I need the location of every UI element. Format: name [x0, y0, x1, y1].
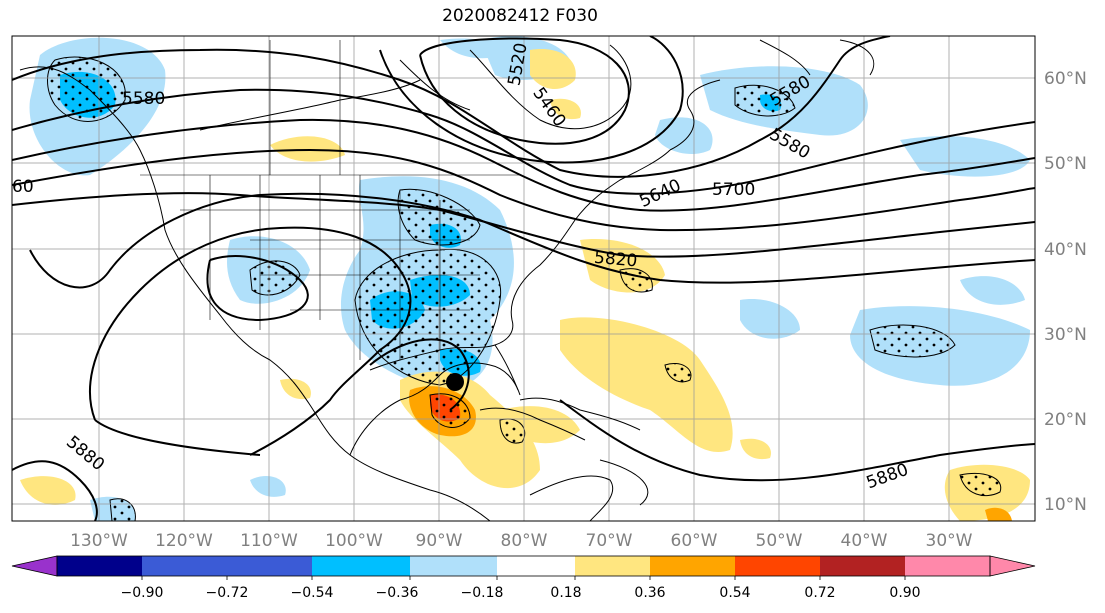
colorbar-tick-label: −0.72 — [206, 585, 249, 601]
colorbar-tick-label: 0.36 — [634, 585, 665, 601]
lat-label: 60°N — [1044, 69, 1087, 89]
height-contours — [12, 36, 1035, 521]
colorbar-segment — [312, 556, 410, 576]
colorbar-segment — [989, 555, 1036, 577]
latitude-axis: 60°N 50°N 40°N 30°N 20°N 10°N — [1044, 69, 1087, 515]
lat-label: 10°N — [1044, 495, 1087, 515]
map-border — [11, 35, 1036, 522]
colorbar-segment — [57, 556, 142, 576]
colorbar-segment — [11, 555, 58, 577]
storm-center-marker — [446, 373, 464, 391]
lon-label: 50°W — [756, 531, 803, 551]
colorbar-segment — [735, 556, 820, 576]
lat-label: 40°N — [1044, 240, 1087, 260]
contour-label: 5820 — [593, 248, 638, 272]
lon-label: 90°W — [416, 531, 463, 551]
lon-label: 130°W — [70, 531, 128, 551]
lat-label: 30°N — [1044, 325, 1087, 345]
colorbar-tick-label: −0.18 — [461, 585, 504, 601]
colorbar-tick-label: −0.54 — [291, 585, 334, 601]
lon-label: 70°W — [586, 531, 633, 551]
contour-label: 60 — [12, 177, 34, 197]
graticule — [12, 36, 1035, 521]
significance-stippling — [47, 56, 1002, 521]
colorbar-tick-label: 0.72 — [804, 585, 835, 601]
colorbar-segment — [575, 556, 650, 576]
colorbar-segment — [410, 556, 497, 576]
colorbar: −0.90 −0.72 −0.54 −0.36 −0.18 0.18 0.36 … — [11, 555, 1036, 601]
colorbar-segment — [905, 556, 990, 576]
lon-label: 120°W — [155, 531, 213, 551]
colorbar-segment — [227, 556, 312, 576]
colorbar-segment — [650, 556, 735, 576]
colorbar-segment — [142, 556, 227, 576]
colorbar-tick-label: 0.54 — [719, 585, 750, 601]
colorbar-outline — [56, 555, 991, 577]
lon-label: 40°W — [841, 531, 888, 551]
colorbar-tick-label: −0.36 — [376, 585, 419, 601]
lon-label: 110°W — [240, 531, 298, 551]
lon-label: 30°W — [926, 531, 973, 551]
colorbar-tick-label: 0.18 — [550, 585, 581, 601]
map-title: 2020082412 F030 — [442, 6, 598, 26]
colorbar-segment — [497, 556, 575, 576]
lat-label: 20°N — [1044, 410, 1087, 430]
lat-label: 50°N — [1044, 154, 1087, 174]
contour-label: 5700 — [712, 180, 755, 200]
lon-label: 80°W — [501, 531, 548, 551]
lon-label: 60°W — [671, 531, 718, 551]
contour-label: 5580 — [122, 89, 165, 109]
colorbar-tick-label: −0.90 — [121, 585, 164, 601]
colorbar-segment — [820, 556, 905, 576]
lon-label: 100°W — [325, 531, 383, 551]
colorbar-tick-label: 0.90 — [889, 585, 920, 601]
longitude-axis: 130°W 120°W 110°W 100°W 90°W 80°W 70°W 6… — [70, 531, 973, 551]
